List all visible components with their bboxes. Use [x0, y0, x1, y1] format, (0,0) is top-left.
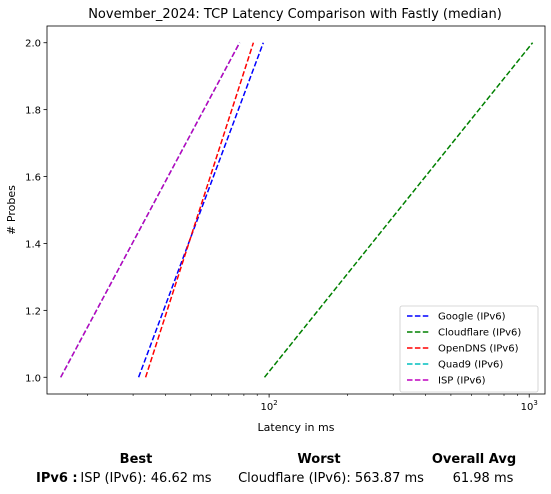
summary-table: Best Worst Overall Avg IPv6 : ISP (IPv6)…	[0, 448, 551, 494]
legend-box	[399, 305, 539, 393]
summary-row-label: IPv6 :	[36, 471, 78, 486]
y-axis-label: # Probes	[5, 185, 18, 235]
legend-label-4: ISP (IPv6)	[438, 376, 486, 387]
summary-worst-value: Cloudflare (IPv6): 563.87 ms	[238, 471, 424, 486]
series-line-1	[263, 42, 534, 378]
summary-header-best: Best	[119, 452, 153, 467]
summary-best-value: ISP (IPv6): 46.62 ms	[80, 471, 212, 486]
legend: Google (IPv6) Cloudflare (IPv6) OpenDNS (I…	[399, 305, 539, 393]
y-tick-label-5: 2.0	[25, 39, 41, 50]
legend-label-0: Google (IPv6)	[438, 312, 506, 323]
x-tick-label-0: 102	[260, 399, 277, 413]
y-tick-label-1: 1.2	[25, 306, 41, 317]
x-tick-label-1: 103	[521, 399, 538, 413]
summary-header-worst: Worst	[297, 452, 341, 467]
series-line-2	[144, 42, 255, 378]
y-tick-label-3: 1.6	[25, 173, 41, 184]
series-line-0	[137, 42, 265, 378]
chart-title: November_2024: TCP Latency Comparison wi…	[88, 7, 502, 22]
summary-avg-value: 61.98 ms	[452, 471, 514, 486]
legend-label-1: Cloudflare (IPv6)	[438, 328, 521, 339]
latency-chart: November_2024: TCP Latency Comparison wi…	[5, 7, 546, 434]
y-tick-label-2: 1.4	[25, 239, 41, 250]
axes: 1.0 1.2 1.4 1.6 1.8 2.0 102 103	[25, 25, 546, 413]
y-tick-label-0: 1.0	[25, 373, 41, 384]
summary-header-avg: Overall Avg	[431, 452, 517, 467]
y-tick-label-4: 1.8	[25, 106, 41, 117]
legend-label-2: OpenDNS (IPv6)	[438, 344, 519, 355]
series-line-4	[60, 42, 241, 378]
axes-frame	[46, 25, 546, 395]
series-lines	[60, 42, 534, 378]
x-axis-label: Latency in ms	[258, 421, 335, 434]
legend-label-3: Quad9 (IPv6)	[438, 360, 503, 371]
